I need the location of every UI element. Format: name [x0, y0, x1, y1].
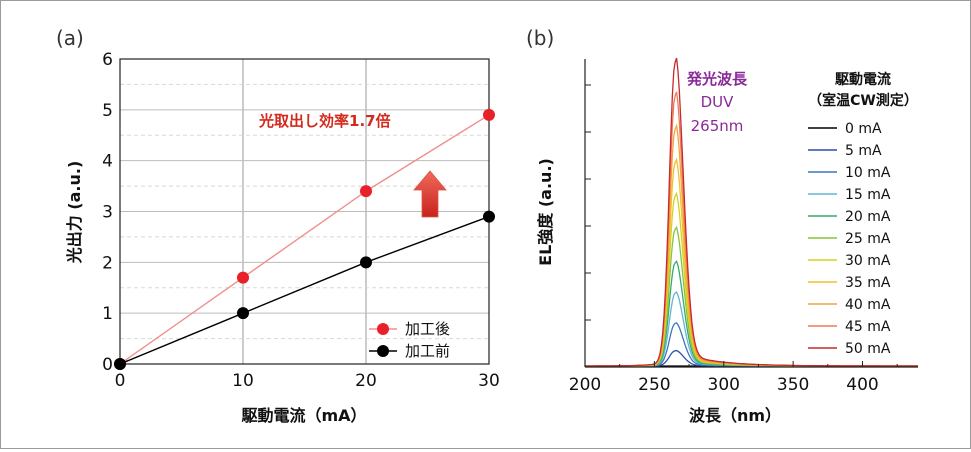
b-xtick-label: 300	[708, 375, 740, 395]
b-annotation-line2: DUV	[701, 93, 735, 111]
b-ylabel: EL強度 (a.u.)	[536, 158, 555, 266]
b-xtick-label: 250	[638, 375, 670, 395]
b-legend-label-0: 0 mA	[845, 121, 882, 137]
a-series-lines	[119, 114, 490, 365]
a-legend-label-before: 加工前	[405, 342, 450, 360]
b-legend-label-3: 15 mA	[845, 187, 891, 203]
a-series-points	[114, 108, 495, 370]
b-legend-label-1: 5 mA	[845, 143, 882, 159]
b-annotation-line3: 265nm	[691, 117, 744, 135]
a-series-point-1	[237, 307, 249, 320]
b-xlabel: 波長（nm）	[689, 406, 781, 425]
a-series-point-1	[114, 358, 126, 370]
a-ytick-label: 2	[102, 253, 113, 273]
b-legend-label-4: 20 mA	[845, 209, 891, 225]
a-ytick-label: 5	[102, 101, 113, 121]
b-legend-label-5: 25 mA	[845, 231, 891, 247]
b-xtick-label: 400	[846, 375, 878, 395]
b-legend: 0 mA 5 mA 10 mA 15 mA 20 mA 25 mA 30 mA 35 mA 40…	[808, 121, 891, 357]
a-legend: 加工後 加工前	[369, 320, 450, 360]
a-series-point-1	[483, 210, 495, 223]
a-annotation: 光取出し効率1.7倍	[258, 112, 391, 130]
b-legend-label-8: 40 mA	[845, 297, 891, 313]
a-xlabel: 駆動電流（mA）	[241, 406, 366, 425]
a-legend-label-after: 加工後	[405, 320, 450, 338]
b-legend-label-6: 30 mA	[845, 253, 891, 269]
b-legend-label-9: 45 mA	[845, 319, 891, 335]
a-xtick-label: 20	[355, 371, 377, 391]
improvement-arrow-icon	[413, 170, 447, 218]
b-ticks: 200 250 300 350 400	[569, 84, 898, 395]
a-xtick-label: 30	[478, 371, 500, 391]
a-series-point-0	[237, 271, 249, 284]
b-xtick-label: 200	[569, 375, 601, 395]
a-ylabel: 光出力 (a.u.)	[65, 161, 84, 265]
a-ytick-label: 3	[102, 203, 113, 223]
a-ytick-label: 1	[102, 304, 113, 324]
a-series-point-0	[360, 185, 372, 198]
a-tick-labels: 0 1 2 3 4 5 6 0 10 20 30	[102, 50, 500, 391]
a-ytick-label: 6	[102, 50, 113, 70]
a-xtick-label: 10	[232, 371, 254, 391]
a-ytick-label: 4	[102, 152, 113, 172]
a-series-line-1	[119, 215, 490, 365]
b-legend-label-2: 10 mA	[845, 165, 891, 181]
a-legend-marker-after	[377, 323, 389, 335]
a-legend-marker-before	[377, 345, 389, 357]
b-xtick-label: 350	[777, 375, 809, 395]
a-grid	[120, 59, 489, 364]
b-legend-label-10: 50 mA	[845, 341, 891, 357]
b-legend-label-7: 35 mA	[845, 275, 891, 291]
b-annotation-line1: 発光波長	[686, 70, 748, 88]
a-ytick-label: 0	[102, 355, 113, 375]
b-legend-subtitle: （室温CW測定）	[808, 92, 918, 109]
a-series-line-0	[119, 114, 490, 365]
panel-label-a: (a)	[56, 26, 84, 50]
panel-label-b: (b)	[526, 26, 554, 50]
a-xtick-label: 0	[115, 371, 126, 391]
b-legend-title: 駆動電流	[835, 71, 891, 88]
a-series-point-1	[360, 256, 372, 269]
a-series-point-0	[483, 108, 495, 121]
